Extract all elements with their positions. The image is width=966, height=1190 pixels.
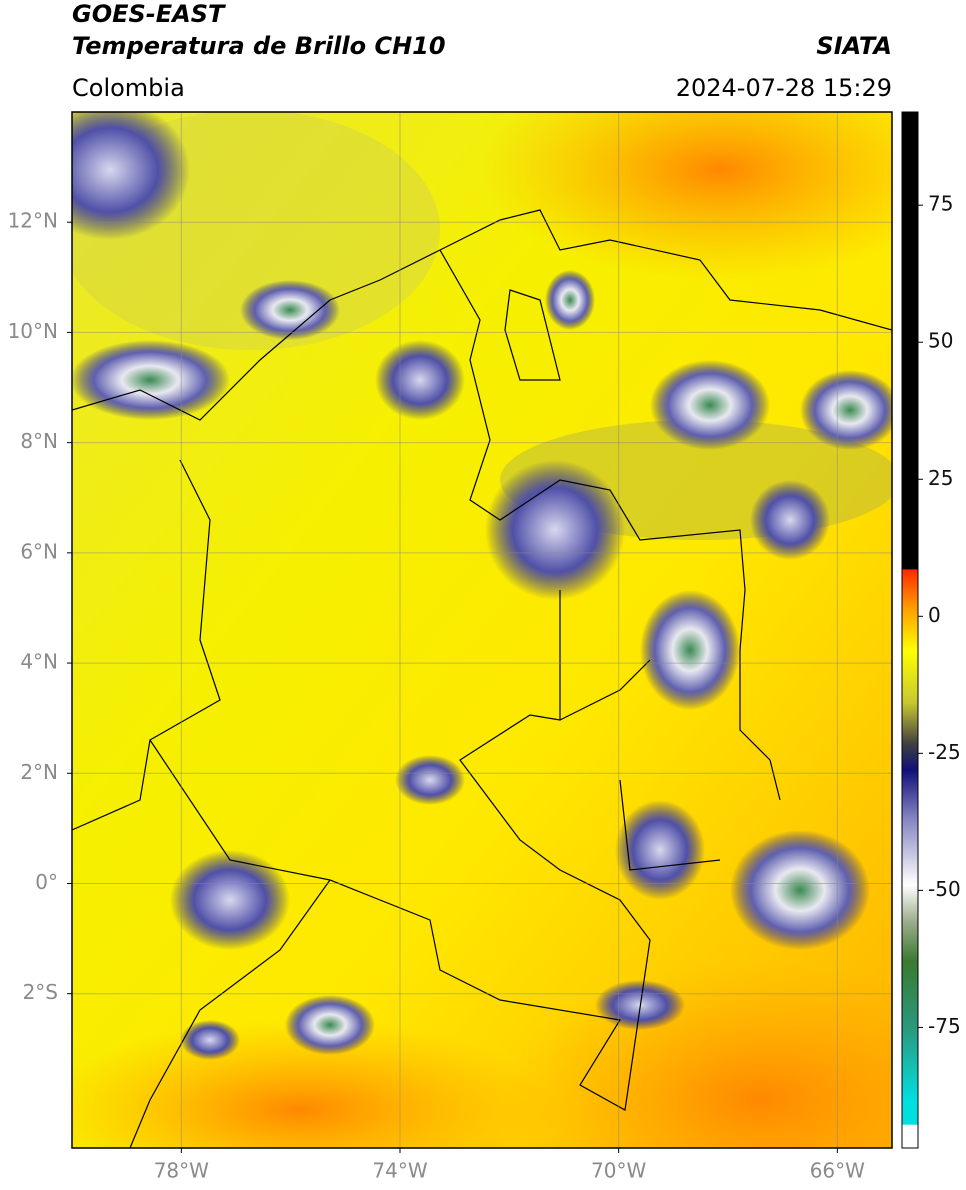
lon-tick-label: 66°W [810,1159,865,1183]
lon-tick-label: 78°W [154,1159,209,1183]
lon-tick-label: 74°W [372,1159,427,1183]
timestamp: 2024-07-28 15:29 [676,74,892,102]
colorbar-tick-label: 25 [928,466,953,490]
lat-tick-label: 10°N [8,319,58,343]
lat-tick-label: 4°N [20,650,58,674]
colorbar-tick-label: -25 [928,740,961,764]
colorbar-tick-label: 75 [928,192,953,216]
colorbar [901,111,919,1149]
lat-tick-label: 0° [35,870,58,894]
lon-tick-label: 70°W [591,1159,646,1183]
region: Colombia [72,74,185,102]
colorbar-tick-label: 50 [928,329,953,353]
map-frame [71,111,893,1149]
lat-tick-label: 2°N [20,760,58,784]
colorbar-tick-label: -75 [928,1014,961,1038]
satellite-image [72,112,892,1148]
lat-tick-label: 6°N [20,539,58,563]
lat-tick-label: 8°N [20,429,58,453]
title: GOES-EAST [72,0,226,28]
colorbar-tick-label: -50 [928,877,961,901]
lat-tick-label: 12°N [8,209,58,233]
subtitle: Temperatura de Brillo CH10 [72,32,446,60]
lat-tick-label: 2°S [23,980,58,1004]
source: SIATA [816,32,892,60]
colorbar-tick-label: 0 [928,603,941,627]
